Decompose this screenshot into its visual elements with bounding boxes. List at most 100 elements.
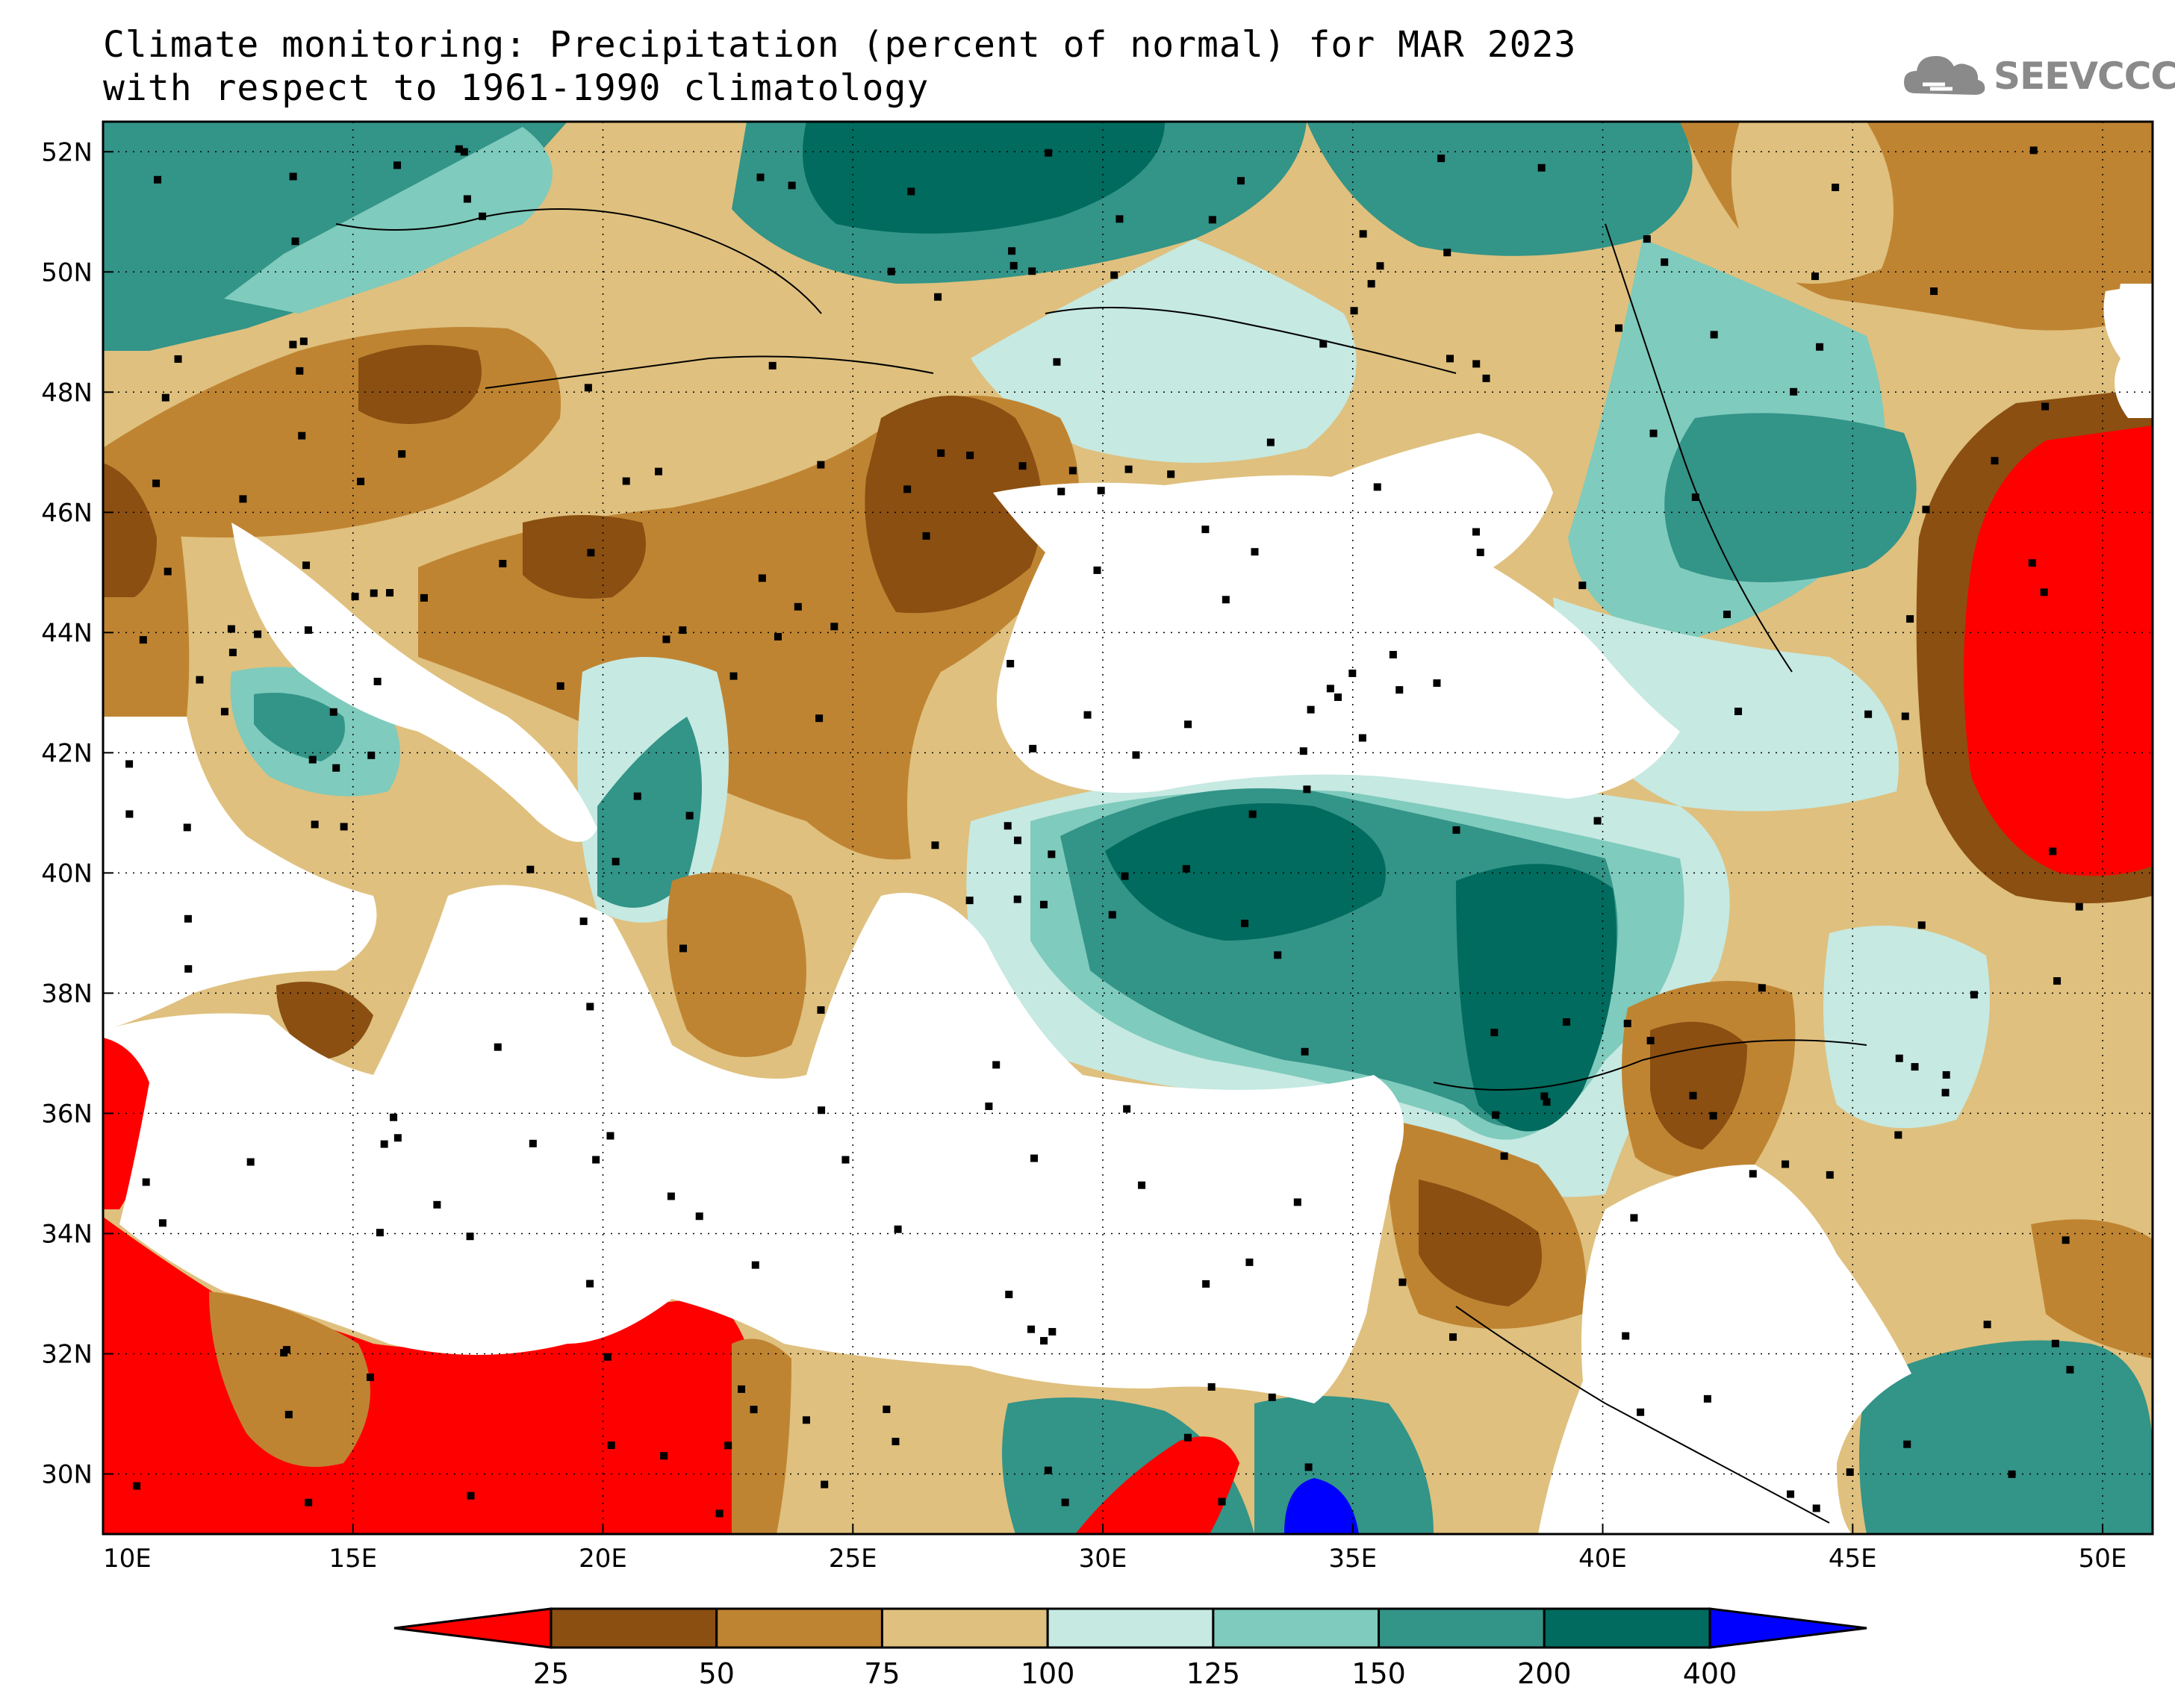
station-marker bbox=[1723, 611, 1731, 619]
station-marker bbox=[1057, 487, 1065, 496]
lon-tick-label: 15E bbox=[329, 1544, 377, 1574]
station-marker bbox=[1008, 247, 1016, 255]
station-marker bbox=[304, 626, 312, 635]
station-marker bbox=[1045, 149, 1053, 157]
station-marker bbox=[1941, 1088, 1950, 1097]
station-marker bbox=[883, 1405, 891, 1413]
station-marker bbox=[1241, 919, 1249, 927]
colorbar-segment bbox=[1378, 1607, 1546, 1649]
station-marker bbox=[2040, 588, 2048, 596]
station-marker bbox=[750, 1406, 758, 1414]
station-marker bbox=[183, 823, 191, 832]
station-marker bbox=[818, 1106, 826, 1115]
station-marker bbox=[228, 649, 237, 657]
station-marker bbox=[1028, 267, 1036, 275]
station-marker bbox=[1222, 596, 1230, 604]
station-marker bbox=[2028, 559, 2036, 567]
station-marker bbox=[1787, 1490, 1795, 1498]
lon-tick-label: 25E bbox=[829, 1544, 877, 1574]
axis-ticks: 10E 15E 20E 25E 30E 35E 40E 45E 50E 52N 50N 48N 46N 4… bbox=[41, 137, 2126, 1574]
station-marker bbox=[586, 1003, 594, 1011]
cloud-logo-icon bbox=[1904, 56, 1985, 95]
station-marker bbox=[351, 593, 359, 601]
station-marker bbox=[133, 1482, 141, 1490]
station-marker bbox=[892, 1438, 900, 1446]
colorbar-segment bbox=[1543, 1607, 1711, 1649]
lon-tick-label: 40E bbox=[1578, 1544, 1627, 1574]
station-marker bbox=[1115, 215, 1124, 223]
station-marker bbox=[1307, 705, 1315, 714]
station-marker bbox=[246, 1158, 255, 1166]
station-marker bbox=[196, 676, 204, 684]
station-marker bbox=[1184, 720, 1192, 729]
station-marker bbox=[1492, 1111, 1500, 1119]
station-marker bbox=[1018, 462, 1027, 470]
station-marker bbox=[655, 467, 663, 476]
station-marker bbox=[965, 897, 974, 905]
station-marker bbox=[296, 367, 304, 375]
station-marker bbox=[302, 561, 311, 570]
station-marker bbox=[937, 449, 945, 457]
station-marker bbox=[299, 337, 308, 346]
station-marker bbox=[1922, 505, 1930, 514]
station-marker bbox=[1358, 734, 1366, 742]
station-marker bbox=[1911, 1063, 1919, 1071]
station-marker bbox=[907, 187, 915, 196]
station-marker bbox=[1832, 184, 1840, 192]
station-marker bbox=[887, 267, 895, 275]
station-marker bbox=[992, 1061, 1001, 1069]
station-marker bbox=[2062, 1236, 2070, 1244]
station-marker bbox=[332, 764, 340, 772]
station-marker bbox=[1182, 864, 1190, 873]
station-marker bbox=[1039, 900, 1048, 908]
station-marker bbox=[1691, 493, 1699, 502]
station-marker bbox=[1864, 710, 1873, 718]
station-marker bbox=[1006, 660, 1015, 668]
station-marker bbox=[370, 589, 378, 597]
station-marker bbox=[298, 431, 306, 440]
station-marker bbox=[729, 672, 738, 680]
station-marker bbox=[592, 1156, 600, 1164]
field-southeast-brown bbox=[2031, 1219, 2153, 1359]
field-poland-dark bbox=[803, 122, 1165, 234]
station-marker bbox=[1207, 1383, 1216, 1391]
station-marker bbox=[1930, 287, 1938, 296]
station-marker bbox=[164, 567, 172, 576]
station-marker bbox=[1348, 669, 1357, 677]
station-marker bbox=[931, 841, 939, 850]
field-southeast-teal bbox=[1859, 1340, 2153, 1534]
station-marker bbox=[393, 161, 402, 169]
lat-tick-label: 42N bbox=[41, 738, 93, 768]
station-marker bbox=[1472, 360, 1481, 368]
station-marker bbox=[1661, 258, 1669, 267]
colorbar-label: 150 bbox=[1351, 1657, 1406, 1690]
tyrrhenian-sea bbox=[103, 717, 377, 1030]
station-marker bbox=[1398, 1278, 1407, 1286]
lat-tick-label: 46N bbox=[41, 498, 93, 528]
station-marker bbox=[817, 461, 825, 469]
station-marker bbox=[386, 589, 394, 597]
field-sicily-dark bbox=[276, 982, 373, 1060]
field-libya-red bbox=[103, 1217, 756, 1534]
field-iraq-dark bbox=[1650, 1021, 1747, 1150]
station-marker bbox=[1942, 1070, 1950, 1079]
station-marker bbox=[154, 175, 162, 184]
station-marker bbox=[220, 708, 228, 716]
station-marker bbox=[1563, 1017, 1571, 1026]
station-marker bbox=[1917, 921, 1926, 929]
station-marker bbox=[1093, 566, 1101, 574]
station-marker bbox=[433, 1200, 441, 1209]
station-marker bbox=[284, 1410, 293, 1418]
station-marker bbox=[584, 384, 592, 392]
field-albania-teal bbox=[597, 717, 702, 908]
station-marker bbox=[1208, 216, 1216, 224]
station-marker bbox=[1299, 747, 1307, 755]
colorbar-arrow-low bbox=[393, 1607, 553, 1649]
station-marker bbox=[1201, 526, 1210, 534]
station-marker bbox=[1395, 686, 1404, 694]
station-marker bbox=[398, 450, 406, 458]
colorbar-segment bbox=[715, 1607, 883, 1649]
station-marker bbox=[1446, 355, 1454, 363]
field-greece-brown bbox=[667, 872, 806, 1057]
crimea-cutout bbox=[1329, 433, 1553, 567]
